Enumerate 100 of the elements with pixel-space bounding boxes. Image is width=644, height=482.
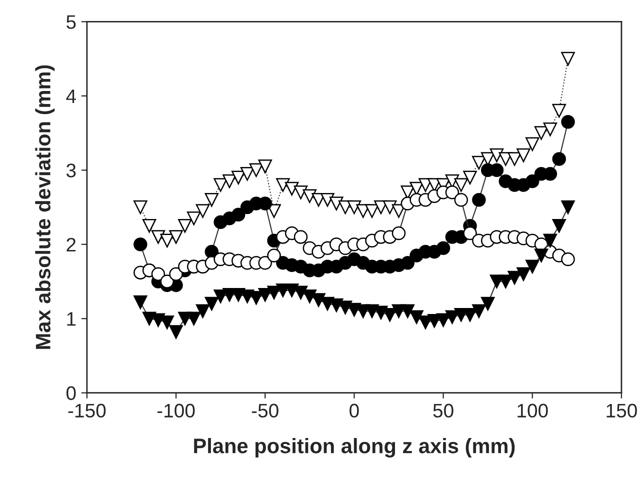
point bbox=[294, 186, 308, 200]
point bbox=[463, 170, 477, 184]
point bbox=[302, 189, 317, 203]
point bbox=[142, 218, 156, 233]
point bbox=[160, 234, 174, 248]
point bbox=[178, 218, 192, 233]
point bbox=[276, 178, 290, 192]
point bbox=[232, 170, 246, 184]
x-tick-label: 50 bbox=[433, 404, 454, 418]
point bbox=[302, 289, 317, 304]
point bbox=[258, 288, 272, 302]
point bbox=[365, 204, 379, 218]
point bbox=[552, 218, 566, 233]
point bbox=[294, 286, 308, 300]
point bbox=[222, 174, 236, 188]
point bbox=[196, 304, 210, 318]
point bbox=[508, 152, 522, 166]
point bbox=[186, 312, 201, 326]
point bbox=[214, 289, 228, 304]
x-tick-label: 150 bbox=[606, 404, 637, 418]
point bbox=[526, 260, 540, 274]
point bbox=[561, 52, 575, 66]
x-tick-label: -150 bbox=[68, 404, 106, 418]
point bbox=[320, 192, 334, 207]
point bbox=[508, 270, 522, 285]
point bbox=[543, 122, 558, 136]
point bbox=[160, 274, 174, 288]
x-tick-label: 0 bbox=[350, 404, 359, 418]
point bbox=[258, 160, 272, 174]
y-tick-label: 5 bbox=[66, 15, 76, 29]
point bbox=[151, 313, 166, 327]
x-tick-label: -100 bbox=[157, 404, 195, 418]
point bbox=[490, 148, 504, 162]
point bbox=[338, 300, 352, 314]
point bbox=[498, 274, 513, 288]
point bbox=[294, 230, 308, 244]
point bbox=[267, 248, 281, 262]
point bbox=[516, 148, 530, 162]
point bbox=[534, 248, 548, 262]
point bbox=[151, 267, 166, 281]
point bbox=[196, 204, 210, 218]
point bbox=[312, 293, 326, 307]
x-tick-label: 100 bbox=[518, 404, 548, 418]
y-axis-title: Max absolute deviation (mm) bbox=[35, 65, 55, 349]
point bbox=[232, 208, 246, 222]
point bbox=[472, 192, 486, 207]
point bbox=[463, 226, 477, 240]
point bbox=[258, 256, 272, 270]
point bbox=[400, 304, 415, 318]
point bbox=[169, 267, 183, 281]
point bbox=[445, 310, 460, 324]
point bbox=[418, 315, 432, 330]
point bbox=[382, 308, 397, 322]
point bbox=[526, 174, 540, 188]
point bbox=[347, 200, 362, 214]
point bbox=[134, 295, 148, 310]
x-axis-title: Plane position along z axis (mm) bbox=[194, 438, 515, 458]
x-tick-label: -50 bbox=[252, 404, 278, 418]
point bbox=[400, 256, 415, 270]
point bbox=[204, 296, 219, 311]
point bbox=[240, 166, 254, 181]
y-tick-label: 1 bbox=[67, 312, 76, 326]
point bbox=[445, 186, 460, 200]
point bbox=[330, 196, 344, 210]
y-tick-label: 2 bbox=[66, 238, 76, 252]
point bbox=[516, 267, 530, 281]
point bbox=[526, 137, 540, 152]
y-tick-label: 3 bbox=[66, 164, 76, 178]
point bbox=[472, 304, 486, 318]
point bbox=[382, 200, 397, 214]
point bbox=[454, 192, 468, 207]
y-tick-label: 0 bbox=[66, 386, 76, 400]
point bbox=[320, 296, 334, 311]
point bbox=[552, 152, 566, 166]
point bbox=[249, 290, 264, 305]
point bbox=[204, 192, 219, 207]
point bbox=[534, 126, 548, 140]
point bbox=[151, 230, 166, 244]
point bbox=[169, 230, 183, 244]
point bbox=[169, 325, 183, 339]
point bbox=[552, 104, 566, 118]
point bbox=[284, 182, 299, 196]
point bbox=[480, 296, 495, 311]
point bbox=[214, 178, 228, 192]
y-tick-label: 4 bbox=[66, 90, 76, 103]
point bbox=[561, 115, 575, 129]
point bbox=[410, 310, 424, 324]
point bbox=[543, 234, 558, 248]
point bbox=[267, 286, 281, 300]
point bbox=[561, 200, 575, 214]
point bbox=[472, 156, 486, 170]
point bbox=[561, 252, 575, 266]
point bbox=[249, 163, 264, 178]
point bbox=[392, 226, 406, 240]
point bbox=[134, 238, 148, 252]
point bbox=[454, 178, 468, 192]
point bbox=[436, 313, 450, 327]
point bbox=[160, 315, 174, 330]
point bbox=[186, 212, 201, 226]
point bbox=[436, 241, 450, 255]
